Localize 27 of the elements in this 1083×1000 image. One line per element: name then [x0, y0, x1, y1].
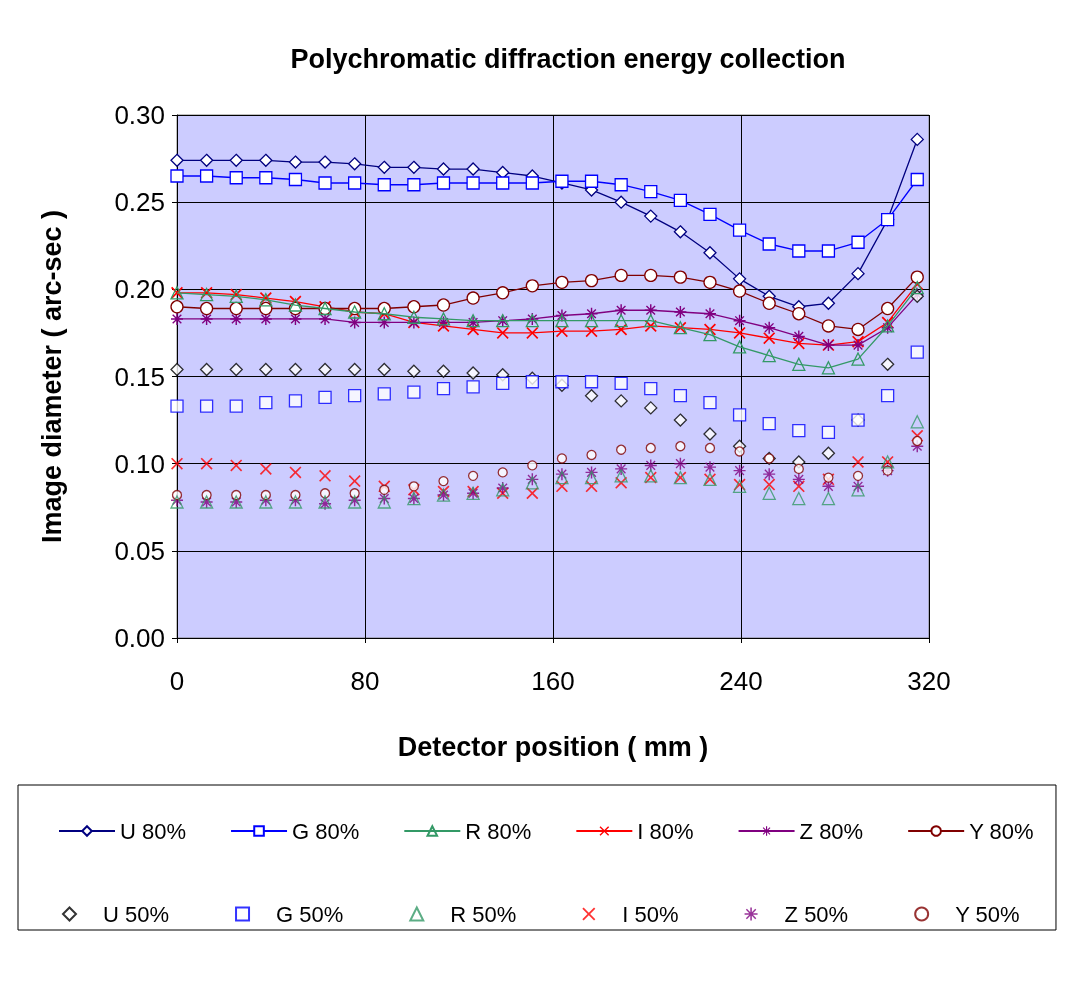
legend-label: U 50% [103, 901, 170, 927]
y-tick-label: 0.25 [114, 187, 165, 218]
x-tick-label: 240 [719, 666, 763, 696]
legend-label: I 80% [637, 818, 694, 844]
x-tick-label: 80 [350, 666, 380, 696]
x-axis-title: Detector position ( mm ) [397, 731, 709, 762]
x-tick-label: 160 [531, 666, 575, 696]
legend-label: Y 80% [969, 818, 1034, 844]
chart-title: Polychromatic diffraction energy collection [290, 43, 846, 74]
legend-label: Y 50% [955, 901, 1020, 927]
legend-label: U 80% [120, 818, 187, 844]
legend-label: Z 80% [799, 818, 864, 844]
legend-label: G 80% [292, 818, 360, 844]
y-axis-title: Image diameter ( arc-sec ) [36, 209, 67, 544]
x-tick-label: 0 [169, 666, 185, 696]
y-tick-label: 0.15 [114, 361, 165, 392]
y-tick-label: 0.30 [114, 100, 165, 130]
x-tick-label: 320 [907, 666, 951, 696]
legend-label: R 80% [465, 818, 532, 844]
y-tick-label: 0.00 [114, 623, 165, 653]
legend-label: G 50% [276, 901, 344, 927]
legend-label: I 50% [622, 901, 679, 927]
legend-label: R 50% [450, 901, 517, 927]
y-tick-label: 0.10 [114, 448, 165, 479]
legend-label: Z 50% [784, 901, 849, 927]
y-tick-label: 0.20 [114, 274, 165, 305]
y-tick-label: 0.05 [114, 535, 165, 566]
